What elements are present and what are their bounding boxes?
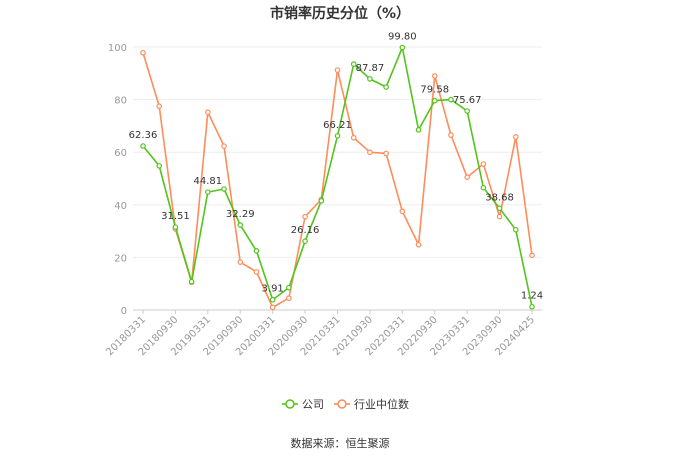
- data-labels: 62.36 31.51 44.81 32.29 3.91 26.16 66.21 87.87 9…: [129, 32, 543, 302]
- series-lines: [140, 44, 535, 311]
- legend-item-0[interactable]: 公司: [282, 398, 324, 411]
- data-point: [253, 248, 260, 254]
- data-point: [253, 269, 260, 275]
- data-label: 66.21: [323, 120, 352, 131]
- data-point: [448, 132, 454, 138]
- data-point: [334, 133, 341, 139]
- data-point: [156, 103, 163, 109]
- y-tick-label: 20: [114, 253, 127, 264]
- data-label: 87.87: [356, 63, 385, 74]
- data-point: [318, 198, 325, 204]
- data-point: [399, 44, 406, 51]
- data-point: [448, 96, 454, 103]
- data-point: [383, 150, 389, 157]
- y-tick-label: 60: [114, 148, 127, 159]
- data-point: [140, 49, 146, 56]
- data-label: 1.24: [521, 291, 543, 302]
- data-point: [205, 109, 211, 116]
- y-tick-label: 0: [121, 306, 127, 317]
- data-point: [415, 127, 422, 133]
- data-label: 38.68: [485, 192, 514, 203]
- data-point: [496, 205, 503, 212]
- data-label: 31.51: [161, 211, 190, 222]
- data-point: [464, 108, 470, 114]
- data-point: [237, 259, 244, 265]
- data-point: [302, 238, 308, 244]
- data-label: 3.91: [262, 284, 284, 295]
- data-label: 79.58: [420, 85, 449, 96]
- data-point: [399, 208, 406, 215]
- data-point: [334, 67, 341, 73]
- data-point: [431, 73, 438, 79]
- data-point: [383, 84, 389, 90]
- y-tick-label: 40: [114, 201, 127, 212]
- source-note: 数据来源：恒生聚源: [291, 436, 390, 450]
- data-label: 75.67: [453, 95, 482, 106]
- y-tick-label: 80: [114, 96, 127, 107]
- data-point: [415, 241, 422, 248]
- data-point: [480, 184, 487, 191]
- y-axis: 0 20 40 60 80 100: [108, 43, 127, 317]
- data-point: [496, 213, 503, 220]
- data-point: [302, 213, 308, 220]
- data-label: 62.36: [129, 130, 158, 141]
- data-label: 44.81: [194, 176, 223, 187]
- data-point: [237, 222, 244, 228]
- data-point: [269, 296, 276, 303]
- legend-label: 公司: [302, 398, 324, 411]
- data-point: [512, 134, 519, 140]
- data-point: [221, 143, 227, 149]
- data-label: 26.16: [291, 225, 320, 236]
- data-point: [431, 97, 438, 104]
- data-point: [221, 186, 227, 192]
- data-point: [350, 61, 357, 67]
- data-point: [367, 76, 373, 82]
- data-point: [464, 174, 470, 180]
- data-label: 32.29: [226, 209, 255, 220]
- data-point: [156, 163, 163, 169]
- data-point: [367, 149, 373, 156]
- data-point: [205, 189, 211, 195]
- data-label: 99.80: [388, 32, 417, 43]
- data-point: [140, 143, 146, 149]
- y-tick-label: 100: [108, 43, 127, 54]
- chart-title: 市销率历史分位（%）: [270, 5, 410, 22]
- legend-item-1[interactable]: 行业中位数: [334, 397, 409, 411]
- data-point: [512, 226, 519, 233]
- data-point: [286, 284, 292, 291]
- data-point: [480, 161, 487, 167]
- legend[interactable]: 公司 行业中位数: [282, 397, 409, 411]
- data-point: [350, 134, 357, 141]
- data-point: [286, 295, 292, 301]
- data-point: [172, 224, 179, 230]
- x-axis: 2018033120180930201903312019093020200331…: [104, 310, 537, 358]
- legend-swatch-marker: [337, 399, 347, 409]
- gridlines: [133, 46, 542, 311]
- legend-swatch-marker: [285, 399, 295, 409]
- data-point: [529, 303, 535, 310]
- legend-label: 行业中位数: [354, 397, 409, 411]
- data-point: [269, 304, 276, 311]
- data-point: [188, 278, 195, 285]
- data-point: [529, 252, 535, 259]
